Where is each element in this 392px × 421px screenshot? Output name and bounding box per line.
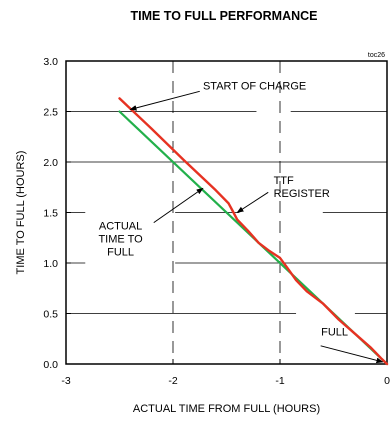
y-tick-label: 2.5 xyxy=(43,107,58,119)
x-axis-label: ACTUAL TIME FROM FULL (HOURS) xyxy=(133,403,320,415)
y-axis-label: TIME TO FULL (HOURS) xyxy=(15,151,27,275)
annotation-arrow-ttf xyxy=(236,191,269,213)
chart-title: TIME TO FULL PERFORMANCE xyxy=(130,9,317,23)
annotation-line: TTF xyxy=(274,175,294,187)
x-tick-label: 0 xyxy=(384,375,390,387)
annotation-full: FULL xyxy=(321,327,348,339)
y-tick-label: 2.0 xyxy=(43,157,58,169)
y-tick-label: 1.5 xyxy=(43,208,58,220)
annotation-start: START OF CHARGE xyxy=(203,80,306,92)
series-line-ttf xyxy=(118,97,389,366)
y-tick-label: 0.0 xyxy=(43,359,58,371)
y-tick-label: 3.0 xyxy=(43,56,58,68)
x-tick-label: -2 xyxy=(168,375,177,387)
annotation-line: FULL xyxy=(107,247,134,259)
annotation-arrow-full xyxy=(320,345,384,364)
y-tick-label: 1.0 xyxy=(43,258,58,270)
annotation-line: ACTUAL xyxy=(99,221,142,233)
annotation-ttf: TTF REGISTER xyxy=(274,175,330,200)
annotation-actual: ACTUAL TIME TO FULL xyxy=(98,221,143,259)
x-tick-label: -3 xyxy=(61,375,70,387)
annotation-arrow-actual xyxy=(153,187,204,224)
x-tick-label: -1 xyxy=(275,375,284,387)
annotation-line: FULL xyxy=(321,327,348,339)
chart-tag: toc26 xyxy=(368,52,385,59)
annotation-line: REGISTER xyxy=(274,188,330,200)
annotation-line: TIME TO xyxy=(98,234,143,246)
annotation-line: START OF CHARGE xyxy=(203,80,306,92)
plot-area: toc26 -3 -2 -1 0 0.0 0.5 1.0 1.5 2.0 2.5 3.0 ACTUAL … xyxy=(15,52,390,415)
annotation-arrow-start xyxy=(129,90,200,111)
y-tick-label: 0.5 xyxy=(43,309,58,321)
